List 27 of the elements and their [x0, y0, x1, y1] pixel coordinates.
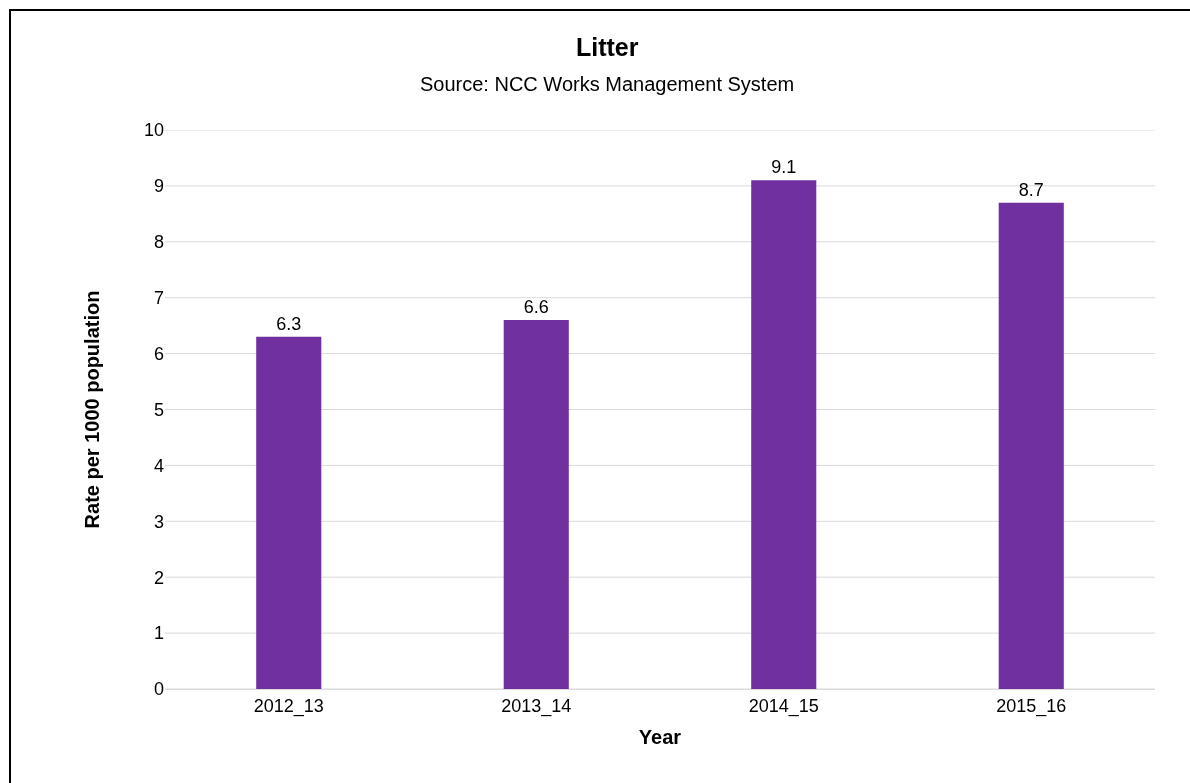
bar	[503, 320, 569, 689]
data-label: 6.3	[276, 313, 302, 334]
bar	[256, 336, 322, 689]
y-tick-label: 8	[153, 232, 164, 253]
y-tick-label: 7	[153, 288, 164, 308]
x-axis-title: Year	[638, 726, 682, 749]
chart-title: Litter	[576, 33, 639, 61]
data-label: 9.1	[771, 157, 797, 178]
data-label: 6.6	[523, 297, 549, 318]
y-tick-label: 3	[153, 511, 164, 532]
y-tick-label: 0	[153, 679, 164, 700]
y-tick-label: 2	[153, 567, 164, 588]
data-label: 8.7	[1018, 179, 1044, 200]
bar	[998, 202, 1064, 689]
y-axis-title: Rate per 1000 population	[81, 290, 104, 529]
x-tick-label: 2013_14	[501, 695, 572, 717]
bar	[751, 180, 817, 689]
x-tick-label: 2015_16	[996, 695, 1067, 717]
y-tick-label: 5	[153, 399, 164, 420]
y-tick-label: 6	[153, 343, 164, 364]
x-tick-label: 2014_15	[748, 695, 819, 717]
y-tick-label: 4	[153, 455, 164, 476]
y-tick-label: 9	[153, 176, 164, 197]
y-tick-label: 10	[143, 120, 164, 141]
x-tick-label: 2012_13	[253, 695, 324, 717]
chart-subtitle: Source: NCC Works Management System	[420, 73, 795, 95]
y-tick-label: 1	[153, 623, 164, 644]
